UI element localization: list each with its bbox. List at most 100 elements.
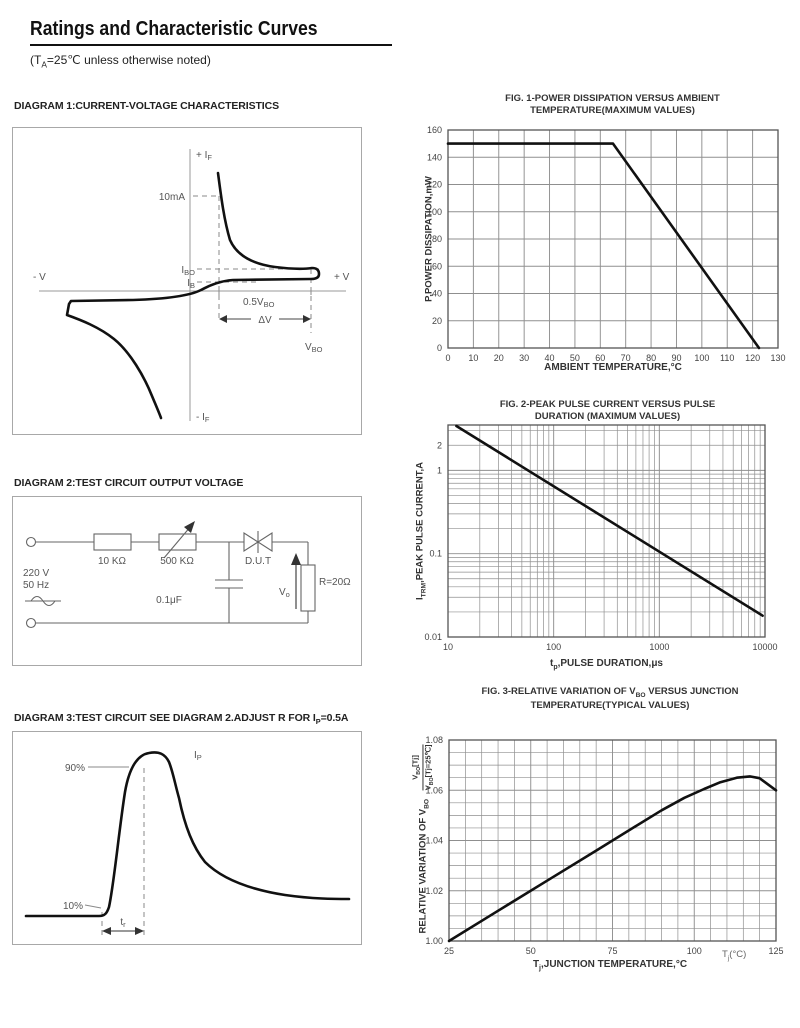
tr-arrowhead-left [102,927,111,935]
plot-border [447,129,779,349]
label-ib: IB [187,278,195,290]
diagram3-heading: DIAGRAM 3:TEST CIRCUIT SEE DIAGRAM 2.ADJ… [14,712,349,727]
label-ip: IP [194,750,202,762]
x-tick-label: 20 [494,353,504,363]
y-tick-label: 0 [437,343,442,353]
x-tick-label: 10 [443,642,453,652]
label-source-voltage: 220 V [23,568,49,579]
y-tick-label: 160 [427,126,442,135]
plot-border [447,424,766,638]
fig2-title: FIG. 2-PEAK PULSE CURRENT VERSUS PULSE D… [499,399,716,422]
label-r2: 500 KΩ [160,556,194,567]
x-tick-label: 50 [570,353,580,363]
series-maximum-peak-pulse-current [455,424,764,617]
fig1-xlabel: AMBIENT TEMPERATURE,°C [544,362,682,373]
x-tick-label: 50 [526,946,536,956]
y-tick-label: 1.06 [425,785,443,795]
label-half-vbo: 0.5VBO [243,297,275,309]
fig3-ylabel-fraction: VBO[Tj] VBO[Tj=25℃] [410,744,435,791]
fig3-title: FIG. 3-RELATIVE VARIATION OF VBO VERSUS … [481,686,739,712]
diagram3-canvas: IP 90% 10% tr [12,731,362,945]
variable-resistor-arrowhead [184,521,195,533]
label-dut: D.U.T [245,556,271,567]
label-90pct: 90% [65,763,85,774]
label-neg-v: - V [33,272,46,283]
pulse-waveform-curve [24,751,351,918]
y-tick-label: 20 [432,316,442,326]
label-vbo: VBO [305,342,323,354]
title-underline [30,44,392,46]
fig1-ylabel: P,POWER DISSIPATION,mW [423,176,435,302]
label-tr: tr [120,917,126,929]
label-ibo: IBO [181,265,195,277]
page-title: Ratings and Characteristic Curves [30,18,318,40]
y-tick-label: 1.08 [425,735,443,745]
y-tick-label: 100 [427,207,442,217]
y-tick-label: 1.04 [425,836,443,846]
tr-arrowhead-right [135,927,144,935]
x-tick-label: 75 [607,946,617,956]
y-tick-label: 0.01 [424,632,442,642]
diagram1-heading: DIAGRAM 1:CURRENT-VOLTAGE CHARACTERISTIC… [14,100,280,112]
x-tick-label: 110 [720,353,734,363]
x-tick-label: 100 [694,353,709,363]
label-capacitor: 0.1μF [156,595,182,606]
y-tick-label: 1 [437,465,442,475]
label-10ma: 10mA [159,192,185,203]
x-tick-label: 100 [546,642,561,652]
fig3-ylabel: RELATIVE VARIATION OF VBO VBO[Tj] VBO[Tj… [410,744,435,934]
terminal-bottom [25,617,37,629]
label-neg-if: - IF [196,412,210,424]
y-tick-label: 0.1 [429,549,442,559]
label-r1: 10 KΩ [98,556,127,567]
diagram2-canvas: 220 V 50 Hz 10 KΩ 500 KΩ D.U.T 0.1μF Vo … [12,496,362,666]
x-tick-label: 60 [595,353,605,363]
fig1-title: FIG. 1-POWER DISSIPATION VERSUS AMBIENT … [505,93,720,116]
y-tick-label: 140 [427,152,442,162]
label-vo: Vo [279,587,290,599]
test-circuit-diagram: 220 V 50 Hz 10 KΩ 500 KΩ D.U.T 0.1μF Vo … [23,521,351,629]
y-tick-label: 1.00 [425,936,443,946]
label-delta-v: ΔV [258,315,272,326]
x-tick-label: 25 [444,946,454,956]
x-tick-label: 80 [646,353,656,363]
x-tick-label: 10000 [752,642,777,652]
fig2-ylabel: ITRM,PEAK PULSE CURRENT,A [414,462,428,600]
label-source-frequency: 50 Hz [23,580,49,591]
series-maximum-power-dissipation [446,142,761,350]
x-tick-label: 130 [770,353,785,363]
fig2-plot: 10 100 1000 10000 2 1 0.1 0.01 [424,424,778,652]
x-tick-label: 100 [687,946,702,956]
iv-curve [65,171,321,420]
x-tick-label: 1000 [649,642,669,652]
x-tick-label: 90 [671,353,681,363]
fig3-xlabel: Tj,JUNCTION TEMPERATURE,°C [532,959,688,972]
plot-border [448,739,777,942]
fig3-plot: 25 50 75 100 125 1.00 1.02 1.04 1.06 1.08 [425,735,783,956]
x-tick-label: 70 [621,353,631,363]
y-tick-label: 120 [427,180,442,190]
variable-resistor-arrow-shaft [163,525,192,559]
ac-sine-icon [30,595,56,607]
y-tick-label: 40 [432,289,442,299]
y-tick-label: 2 [437,440,442,450]
label-pos-v: + V [334,272,350,283]
label-10pct: 10% [63,901,83,912]
diagram1-canvas: + IF - IF - V + V 10mA IBO IB 0.5VBO ΔV … [12,127,362,435]
label-rload: R=20Ω [319,577,351,588]
iv-characteristic-diagram: + IF - IF - V + V 10mA IBO IB 0.5VBO ΔV … [33,149,350,424]
x-tick-label: 10 [468,353,478,363]
y-tick-label: 80 [432,234,442,244]
fig1-plot: 0 10 20 30 40 50 60 70 80 90 100 110 120 130 0 20 40 60 80… [427,126,786,363]
vo-arrowhead [291,553,301,565]
x-tick-label: 30 [519,353,529,363]
x-tick-label: 125 [768,946,783,956]
resistor-r1 [93,533,132,551]
delta-v-arrowhead-left [219,315,227,323]
diac-triangle-right [256,531,273,553]
series-relative-variation-of-VBO [447,775,778,943]
resistor-load [300,564,316,612]
page-subtitle: (TA=25℃ unless otherwise noted) [30,53,211,70]
x-tick-label: 0 [445,353,450,363]
